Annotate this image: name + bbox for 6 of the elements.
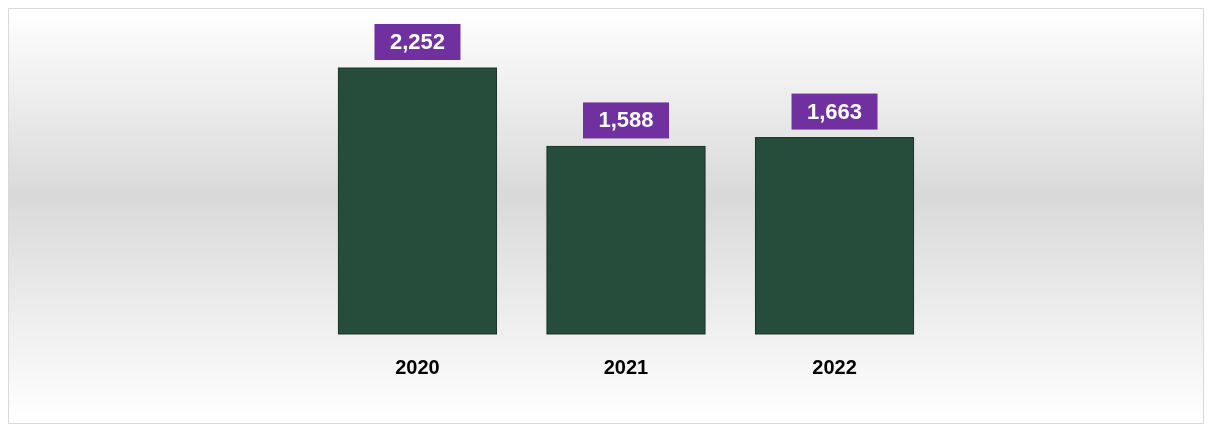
data-label: 2,252: [389, 29, 446, 54]
x-tick-label: 2020: [395, 356, 440, 378]
x-tick-label: 2022: [812, 356, 857, 378]
data-label: 1,663: [806, 98, 863, 124]
data-label: 1,588: [598, 107, 654, 133]
x-tick-label: 2021: [603, 356, 649, 378]
